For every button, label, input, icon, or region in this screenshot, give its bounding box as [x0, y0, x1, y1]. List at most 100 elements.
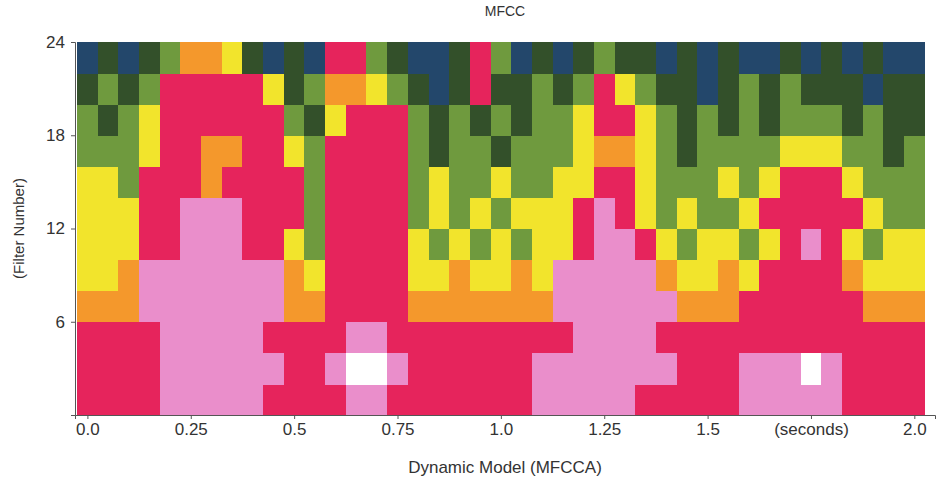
heat-cell [139, 166, 160, 198]
heat-cell [77, 166, 98, 198]
heat-cell [553, 229, 574, 261]
heat-cell [263, 166, 284, 198]
heat-cell [98, 197, 119, 229]
tick: 0.75 [381, 415, 414, 439]
heat-cell [511, 135, 532, 167]
heat-cell [656, 166, 677, 198]
heat-cell [821, 384, 842, 415]
heat-cell [821, 42, 842, 74]
heat-cell [697, 353, 718, 385]
tick-label: 0.0 [76, 420, 100, 439]
heat-cell [739, 322, 760, 354]
heat-cell [697, 322, 718, 354]
heat-cell [594, 166, 615, 198]
heat-cell [387, 291, 408, 323]
heat-cell [780, 229, 801, 261]
heat-cell [242, 135, 263, 167]
heat-cell [449, 73, 470, 105]
tick-label: 24 [46, 33, 65, 52]
heat-cell [284, 197, 305, 229]
heat-cell [118, 229, 139, 261]
heat-cell [780, 197, 801, 229]
heat-cell [325, 291, 346, 323]
y-axis-title: (Filter Number) [10, 178, 27, 279]
heat-cell [470, 73, 491, 105]
heat-cell [180, 260, 201, 292]
heat-cell [387, 135, 408, 167]
heat-cell [304, 73, 325, 105]
tick-label: 1.0 [490, 420, 514, 439]
tick-label: 2.0 [903, 420, 927, 439]
heat-cell [408, 384, 429, 415]
heat-cell [304, 384, 325, 415]
heat-cell [697, 197, 718, 229]
heat-cell [366, 291, 387, 323]
heat-cell [408, 135, 429, 167]
heat-cell [222, 135, 243, 167]
heat-cell [532, 353, 553, 385]
heat-cell [263, 384, 284, 415]
heat-cell [635, 260, 656, 292]
heat-cell [842, 384, 863, 415]
heat-cell [821, 353, 842, 385]
tick-mark [501, 415, 502, 419]
heat-cell [242, 291, 263, 323]
heat-cell [573, 197, 594, 229]
heat-cell [842, 322, 863, 354]
heat-cell [656, 322, 677, 354]
plot: 0.00.250.50.751.01.251.5(seconds)2.06121… [46, 33, 935, 439]
heat-cell [573, 260, 594, 292]
heat-cell [780, 260, 801, 292]
heat-cell [491, 135, 512, 167]
heat-cell [408, 260, 429, 292]
heat-cell [429, 291, 450, 323]
heat-cell [697, 291, 718, 323]
heat-cell [553, 260, 574, 292]
tick-mark [811, 415, 812, 419]
heat-cell [98, 42, 119, 74]
heat-cell [863, 353, 884, 385]
heat-cell [573, 291, 594, 323]
heat-cell [180, 42, 201, 74]
heat-cell [470, 322, 491, 354]
heat-cell [242, 104, 263, 136]
heat-cell [325, 135, 346, 167]
heat-cell [304, 291, 325, 323]
heat-cell [821, 166, 842, 198]
tick: 0.25 [175, 415, 208, 439]
heat-cell [98, 104, 119, 136]
heat-cell [366, 73, 387, 105]
heat-cell [842, 260, 863, 292]
heat-cell [325, 166, 346, 198]
heat-cell [532, 260, 553, 292]
heat-cell [180, 322, 201, 354]
heat-cell [160, 104, 181, 136]
heat-cell [222, 322, 243, 354]
heat-cell [325, 73, 346, 105]
heat-cell [491, 42, 512, 74]
heat-cell [491, 322, 512, 354]
heat-cell [573, 104, 594, 136]
heat-cell [635, 104, 656, 136]
heat-cell [553, 166, 574, 198]
cells [77, 42, 925, 415]
heat-cell [904, 384, 925, 415]
heat-cell [739, 291, 760, 323]
tick: 1.25 [588, 415, 621, 439]
heat-cell [780, 42, 801, 74]
tick-label: 0.5 [283, 420, 307, 439]
heat-cell [304, 42, 325, 74]
heat-cell [677, 384, 698, 415]
heat-cell [325, 104, 346, 136]
heat-cell [532, 229, 553, 261]
heat-cell [532, 135, 553, 167]
heat-cell [573, 229, 594, 261]
heat-cell [470, 353, 491, 385]
heat-cell [718, 197, 739, 229]
heat-cell [222, 73, 243, 105]
heat-cell [739, 384, 760, 415]
heat-cell [491, 260, 512, 292]
heat-cell [118, 384, 139, 415]
heat-cell [801, 73, 822, 105]
heat-cell [201, 260, 222, 292]
